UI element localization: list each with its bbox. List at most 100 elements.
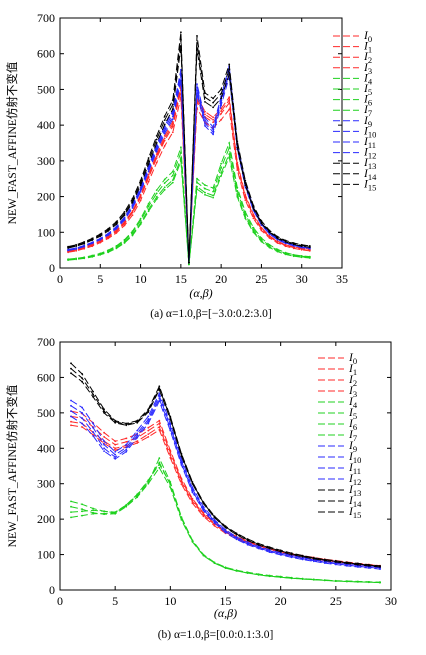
- data-point-i5: [180, 151, 182, 154]
- data-point-i14: [155, 138, 158, 141]
- data-point-i12: [147, 422, 150, 425]
- legend-label: I3: [348, 385, 357, 399]
- series-line-i12: [70, 399, 381, 570]
- data-point-i11: [204, 122, 206, 125]
- data-point-i9: [92, 422, 94, 425]
- data-point-i2: [191, 497, 194, 500]
- data-point-i3: [169, 457, 172, 459]
- data-point-i1: [147, 429, 150, 432]
- data-point-i15: [220, 97, 223, 100]
- data-point-i12: [91, 242, 94, 245]
- data-point-i15: [244, 184, 247, 187]
- data-point-i10: [114, 453, 117, 456]
- x-axis-label: (α,β): [189, 286, 212, 300]
- data-point-i6: [220, 172, 223, 174]
- data-point-i15: [284, 241, 287, 243]
- data-point-i7: [212, 196, 215, 199]
- data-point-i2: [204, 113, 206, 116]
- data-point-i4: [155, 189, 158, 192]
- series-line-i1: [70, 415, 381, 567]
- y-tick-label: 0: [49, 583, 55, 597]
- data-point-i3: [284, 245, 287, 248]
- data-point-i5: [220, 167, 223, 169]
- series-line-i3: [68, 97, 310, 263]
- legend-label: I7: [363, 104, 372, 118]
- data-point-i12: [70, 415, 72, 418]
- series-line-i5: [70, 466, 381, 584]
- data-point-i6: [81, 510, 83, 513]
- legend-label: I3: [363, 62, 372, 76]
- data-point-i14: [70, 367, 72, 370]
- data-point-i7: [292, 255, 295, 258]
- data-point-i1: [103, 436, 105, 438]
- data-point-i15: [70, 372, 72, 375]
- legend-label: I0: [363, 30, 372, 44]
- data-point-i7: [83, 257, 86, 260]
- chart-caption: (a) α=1.0,β=[−3.0:0.2:3.0]: [150, 308, 271, 320]
- data-point-i6: [180, 157, 182, 159]
- data-point-i9: [70, 399, 72, 402]
- data-point-i11: [125, 448, 128, 451]
- data-point-i6: [158, 461, 161, 464]
- data-point-i2: [91, 243, 94, 246]
- data-point-i7: [147, 210, 150, 213]
- data-point-i9: [196, 83, 198, 85]
- data-point-i7: [368, 581, 370, 583]
- chart-caption: (b) α=1.0,β=[0.0:0.1:3.0]: [158, 629, 274, 641]
- legend-label: I13: [348, 484, 361, 498]
- data-point-i2: [220, 110, 223, 113]
- legend-label: I0: [348, 352, 357, 366]
- data-point-i12: [334, 563, 337, 566]
- data-point-i6: [196, 185, 198, 188]
- y-tick-label: 700: [37, 335, 55, 349]
- data-point-i5: [236, 190, 239, 192]
- data-point-i0: [212, 116, 215, 119]
- data-point-i7: [268, 574, 271, 577]
- data-point-i15: [292, 243, 295, 246]
- data-point-i14: [123, 212, 126, 215]
- y-axis-label: NEW_FAST_AFFINE仿射不变值: [5, 61, 19, 224]
- data-point-i1: [114, 443, 117, 446]
- data-point-i0: [136, 440, 139, 443]
- data-point-i7: [204, 193, 206, 196]
- data-point-i4: [70, 500, 72, 503]
- data-point-i10: [136, 432, 139, 435]
- data-point-i9: [136, 429, 139, 432]
- x-tick-label: 0: [57, 272, 63, 286]
- data-point-i7: [115, 247, 118, 250]
- data-point-i11: [70, 410, 72, 412]
- data-point-i10: [204, 119, 206, 122]
- legend-label: I1: [363, 41, 372, 55]
- legend-label: I4: [348, 396, 358, 410]
- data-point-i12: [158, 400, 161, 403]
- data-point-i15: [188, 261, 190, 264]
- legend-label: I14: [363, 168, 377, 182]
- data-point-i13: [123, 211, 126, 213]
- data-point-i3: [236, 169, 239, 172]
- data-point-i3: [147, 180, 150, 183]
- data-point-i4: [212, 187, 215, 189]
- data-point-i15: [204, 101, 206, 103]
- data-point-i6: [70, 511, 72, 513]
- data-point-i5: [81, 508, 83, 511]
- data-point-i3: [300, 248, 303, 251]
- data-point-i15: [260, 222, 263, 225]
- series-line-i6: [70, 461, 381, 584]
- data-point-i7: [131, 234, 134, 237]
- data-point-i7: [301, 577, 304, 580]
- data-point-i3: [99, 241, 102, 244]
- x-axis-label: (α,β): [214, 606, 237, 620]
- y-tick-label: 0: [49, 261, 55, 275]
- data-point-i7: [276, 250, 279, 253]
- x-tick-label: 30: [385, 594, 397, 608]
- data-point-i3: [276, 242, 279, 244]
- data-point-i7: [75, 258, 77, 261]
- data-point-i3: [136, 442, 139, 444]
- data-point-i12: [213, 522, 216, 524]
- data-point-i15: [236, 146, 239, 149]
- data-point-i3: [81, 426, 83, 428]
- data-point-i4: [171, 170, 174, 173]
- x-tick-label: 15: [175, 272, 187, 286]
